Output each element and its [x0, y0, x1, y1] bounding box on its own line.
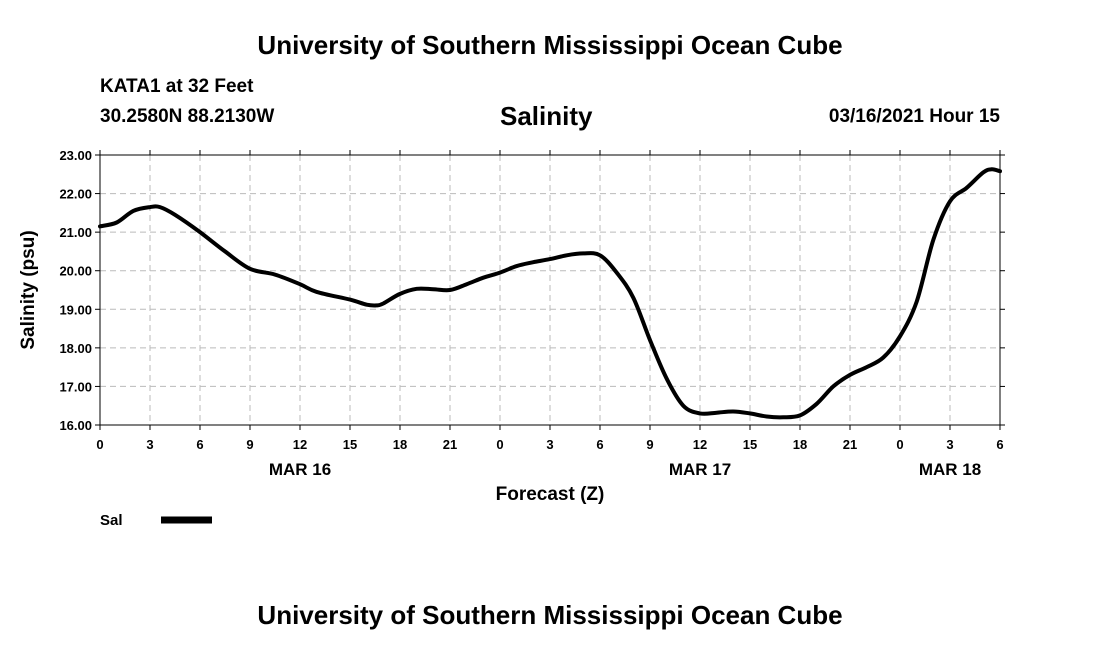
date-label: MAR 17	[669, 460, 731, 479]
x-tick-label: 15	[743, 437, 757, 452]
y-tick-label: 22.00	[59, 187, 92, 202]
x-tick-label: 15	[343, 437, 357, 452]
y-tick-label: 21.00	[59, 225, 92, 240]
x-tick-label: 0	[896, 437, 903, 452]
station-coordinates: 30.2580N 88.2130W	[100, 106, 275, 127]
y-tick-label: 16.00	[59, 418, 92, 433]
y-tick-label: 23.00	[59, 148, 92, 163]
forecast-datetime: 03/16/2021 Hour 15	[828, 106, 1000, 127]
date-label: MAR 16	[269, 460, 331, 479]
x-tick-label: 6	[596, 437, 603, 452]
y-tick-label: 18.00	[59, 341, 92, 356]
x-tick-label: 12	[693, 437, 707, 452]
x-tick-label: 9	[246, 437, 253, 452]
x-tick-label: 6	[996, 437, 1003, 452]
y-tick-label: 19.00	[59, 302, 92, 317]
x-tick-label: 0	[96, 437, 103, 452]
footer-title: University of Southern Mississippi Ocean…	[257, 600, 843, 630]
y-tick-label: 17.00	[59, 379, 92, 394]
x-tick-label: 9	[646, 437, 653, 452]
legend: Sal	[100, 512, 212, 529]
chart-title: Salinity	[500, 101, 593, 131]
series-line-sal	[98, 167, 1002, 420]
x-axis-label: Forecast (Z)	[496, 484, 605, 505]
x-tick-label: 18	[393, 437, 407, 452]
x-tick-label: 3	[946, 437, 953, 452]
x-tick-label: 6	[196, 437, 203, 452]
x-tick-label: 3	[546, 437, 553, 452]
x-tick-label: 0	[496, 437, 503, 452]
y-tick-label: 20.00	[59, 264, 92, 279]
x-tick-label: 12	[293, 437, 307, 452]
x-tick-label: 21	[843, 437, 857, 452]
date-label: MAR 18	[919, 460, 981, 479]
x-tick-label: 21	[443, 437, 457, 452]
legend-label: Sal	[100, 512, 123, 529]
station-label: KATA1 at 32 Feet	[100, 76, 254, 97]
page-title: University of Southern Mississippi Ocean…	[257, 30, 843, 60]
y-axis-label: Salinity (psu)	[18, 230, 39, 349]
x-tick-label: 3	[146, 437, 153, 452]
x-tick-label: 18	[793, 437, 807, 452]
